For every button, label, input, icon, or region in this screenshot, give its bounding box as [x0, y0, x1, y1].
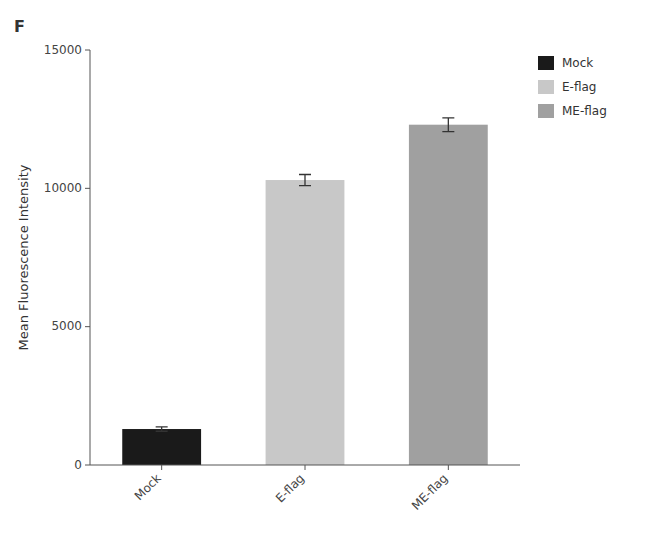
x-tick: [161, 465, 162, 470]
bar: [122, 429, 201, 465]
bar: [266, 180, 345, 465]
x-tick: [305, 465, 306, 470]
legend-swatch: [538, 80, 554, 94]
error-bar: [442, 118, 454, 132]
y-tick-label: 15000: [44, 43, 82, 57]
bars: [122, 118, 488, 465]
error-bar: [156, 427, 168, 431]
bar: [409, 125, 488, 465]
y-tick: [85, 326, 90, 327]
legend-label: Mock: [562, 56, 593, 70]
legend-label: ME-flag: [562, 104, 607, 118]
y-tick: [85, 188, 90, 189]
legend-swatch: [538, 56, 554, 70]
x-tick-label: E-flag: [273, 471, 307, 505]
legend: Mock E-flag ME-flag: [538, 56, 607, 119]
y-tick: [85, 465, 90, 466]
x-tick: [448, 465, 449, 470]
legend-label: E-flag: [562, 80, 596, 94]
error-bar: [299, 175, 311, 186]
x-tick-label: ME-flag: [409, 471, 451, 513]
x-tick-label: Mock: [132, 471, 164, 503]
y-axis: [90, 50, 91, 465]
y-tick: [85, 50, 90, 51]
legend-swatch: [538, 104, 554, 118]
y-tick-label: 5000: [51, 319, 82, 333]
chart: 0 5000 10000 15000 Mock E-flag ME-flag Mean Flu…: [0, 0, 650, 545]
panel-label: F: [14, 17, 25, 36]
chart-container: 0 5000 10000 15000 Mock E-flag ME-flag Mean Flu…: [0, 0, 650, 545]
y-tick-label: 10000: [44, 181, 82, 195]
y-axis-label: Mean Fluorescence Intensity: [16, 164, 31, 350]
y-tick-label: 0: [74, 458, 82, 472]
